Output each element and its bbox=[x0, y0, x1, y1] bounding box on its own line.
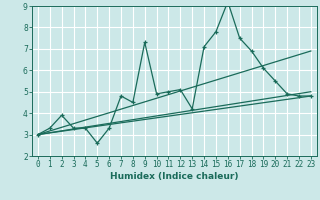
X-axis label: Humidex (Indice chaleur): Humidex (Indice chaleur) bbox=[110, 172, 239, 181]
